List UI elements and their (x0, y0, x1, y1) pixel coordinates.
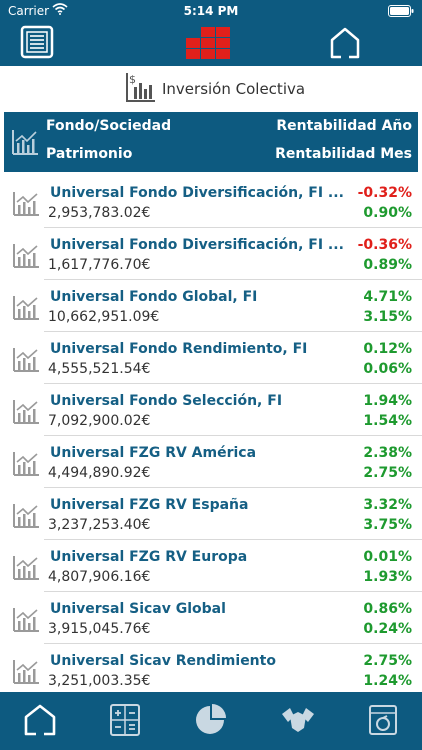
chart-icon (13, 244, 39, 268)
fund-rentabilidad-ano: -0.32% (357, 185, 412, 201)
list-menu-icon[interactable] (20, 25, 54, 59)
fund-row[interactable]: Universal Fondo Global, FI 10,662,951.09… (13, 280, 422, 332)
fund-row[interactable]: Universal Fondo Diversificación, FI ... … (13, 228, 422, 280)
fund-rentabilidad-ano: 4.71% (363, 289, 412, 305)
handshake-icon[interactable] (280, 702, 316, 738)
fund-name: Universal FZG RV Europa (50, 549, 248, 565)
fund-rentabilidad-ano: 0.86% (363, 601, 412, 617)
fund-name: Universal Fondo Diversificación, FI ... (50, 237, 344, 253)
fund-name: Universal FZG RV España (50, 497, 249, 513)
column-header: Fondo/Sociedad Patrimonio Rentabilidad A… (4, 112, 418, 172)
fund-rentabilidad-mes: 1.54% (363, 413, 412, 429)
chart-icon (13, 556, 39, 580)
chart-icon (13, 504, 39, 528)
wifi-icon (52, 3, 68, 15)
chart-icon (13, 192, 39, 216)
pie-chart-icon[interactable] (192, 702, 228, 738)
section-header: $ Inversión Colectiva (0, 66, 422, 110)
fund-rentabilidad-mes: 0.24% (363, 621, 412, 637)
chart-icon (13, 348, 39, 372)
chart-icon (13, 400, 39, 424)
fund-rentabilidad-ano: 3.32% (363, 497, 412, 513)
fund-row[interactable]: Universal Fondo Selección, FI 7,092,900.… (13, 384, 422, 436)
fund-row[interactable]: Universal FZG RV España 3,237,253.40€ 3.… (13, 488, 422, 540)
fund-name: Universal FZG RV América (50, 445, 257, 461)
fund-row[interactable]: Universal FZG RV Europa 4,807,906.16€ 0.… (13, 540, 422, 592)
fund-patrimonio: 4,494,890.92€ (48, 465, 151, 481)
fund-name: Universal Fondo Rendimiento, FI (50, 341, 308, 357)
battery-icon (388, 5, 414, 17)
fund-row[interactable]: Universal Sicav Global 3,915,045.76€ 0.8… (13, 592, 422, 644)
fund-patrimonio: 10,662,951.09€ (48, 309, 160, 325)
fund-rentabilidad-mes: 0.06% (363, 361, 412, 377)
home-icon[interactable] (22, 702, 58, 738)
home-icon[interactable] (329, 26, 361, 60)
chart-icon (13, 608, 39, 632)
fund-patrimonio: 2,953,783.02€ (48, 205, 151, 221)
fund-rentabilidad-ano: 0.12% (363, 341, 412, 357)
fund-patrimonio: 3,915,045.76€ (48, 621, 151, 637)
fund-patrimonio: 7,092,900.02€ (48, 413, 151, 429)
fund-rentabilidad-ano: 1.94% (363, 393, 412, 409)
fund-rentabilidad-mes: 0.90% (363, 205, 412, 221)
fund-rentabilidad-mes: 3.75% (363, 517, 412, 533)
fund-rentabilidad-ano: 2.75% (363, 653, 412, 669)
fund-name: Universal Fondo Global, FI (50, 289, 258, 305)
status-bar: Carrier 5:14 PM (0, 0, 422, 22)
chart-icon (13, 296, 39, 320)
fund-rentabilidad-mes: 1.24% (363, 673, 412, 689)
navigation-bar (0, 22, 422, 66)
column-rentabilidad-ano: Rentabilidad Año (276, 118, 412, 134)
fund-patrimonio: 4,807,906.16€ (48, 569, 151, 585)
fund-name: Universal Sicav Global (50, 601, 226, 617)
clock: 5:14 PM (183, 4, 239, 18)
calculator-icon[interactable] (107, 702, 143, 738)
fund-row[interactable]: Universal Fondo Rendimiento, FI 4,555,52… (13, 332, 422, 384)
fund-rentabilidad-ano: 2.38% (363, 445, 412, 461)
fund-rentabilidad-mes: 1.93% (363, 569, 412, 585)
fund-name: Universal Fondo Selección, FI (50, 393, 283, 409)
column-rentabilidad-mes: Rentabilidad Mes (275, 146, 412, 162)
fund-patrimonio: 1,617,776.70€ (48, 257, 151, 273)
fund-rentabilidad-ano: -0.36% (357, 237, 412, 253)
fund-row[interactable]: Universal Sicav Rendimiento 3,251,003.35… (13, 644, 422, 692)
document-icon[interactable] (365, 702, 401, 738)
chart-icon (12, 130, 38, 155)
fund-row[interactable]: Universal Fondo Diversificación, FI ... … (13, 176, 422, 228)
column-patrimonio: Patrimonio (46, 146, 133, 162)
chart-icon (13, 452, 39, 476)
fund-name: Universal Fondo Diversificación, FI ... (50, 185, 344, 201)
fund-rentabilidad-mes: 3.15% (363, 309, 412, 325)
carrier-label: Carrier (8, 4, 50, 18)
fund-rentabilidad-ano: 0.01% (363, 549, 412, 565)
fund-list[interactable]: Universal Fondo Diversificación, FI ... … (0, 176, 422, 692)
fund-chart-icon: $ (126, 73, 155, 102)
fund-rentabilidad-mes: 2.75% (363, 465, 412, 481)
svg-text:$: $ (129, 73, 136, 86)
fund-name: Universal Sicav Rendimiento (50, 653, 276, 669)
fund-patrimonio: 4,555,521.54€ (48, 361, 151, 377)
fund-rentabilidad-mes: 0.89% (363, 257, 412, 273)
fund-patrimonio: 3,251,003.35€ (48, 673, 151, 689)
section-title: Inversión Colectiva (162, 80, 306, 98)
tab-bar (0, 692, 422, 750)
brand-logo-icon (186, 27, 230, 59)
column-fondo: Fondo/Sociedad (46, 118, 172, 134)
fund-patrimonio: 3,237,253.40€ (48, 517, 151, 533)
chart-icon (13, 660, 39, 684)
fund-row[interactable]: Universal FZG RV América 4,494,890.92€ 2… (13, 436, 422, 488)
